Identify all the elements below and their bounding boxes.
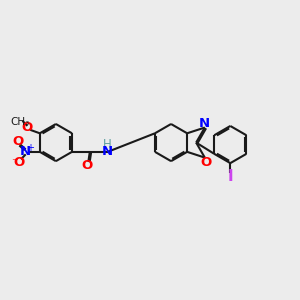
- Text: N: N: [199, 117, 210, 130]
- Text: O: O: [82, 159, 93, 172]
- Text: O: O: [13, 135, 24, 148]
- Text: N: N: [20, 146, 31, 158]
- Text: O: O: [22, 121, 33, 134]
- Text: I: I: [227, 169, 233, 184]
- Text: +: +: [26, 142, 34, 153]
- Text: H: H: [103, 138, 112, 152]
- Text: ⁻: ⁻: [11, 156, 18, 169]
- Text: N: N: [102, 146, 113, 158]
- Text: O: O: [14, 156, 25, 169]
- Text: O: O: [200, 156, 212, 169]
- Text: CH₃: CH₃: [11, 117, 30, 127]
